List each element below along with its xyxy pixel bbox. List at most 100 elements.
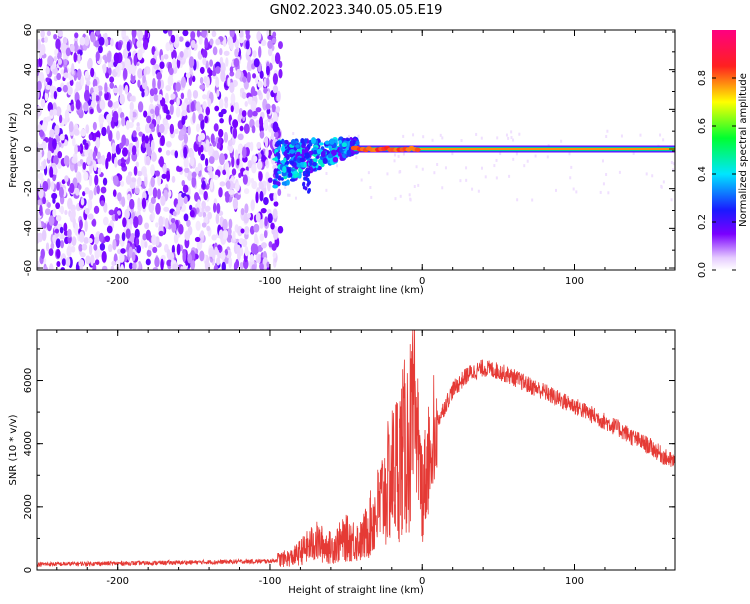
spectrogram-cell xyxy=(185,41,191,48)
spectrogram-cell xyxy=(169,123,175,135)
spectrogram-cell xyxy=(215,66,221,74)
spectrogram-cell xyxy=(247,59,253,72)
spectrogram-cell xyxy=(242,76,247,83)
spectrogram-cell xyxy=(131,66,136,77)
spectrogram-cell xyxy=(238,172,242,179)
spectrogram-cell xyxy=(271,243,277,251)
spectrogram-cell xyxy=(120,161,126,168)
spectrogram-cell xyxy=(71,236,77,247)
spectrogram-cell xyxy=(164,217,169,230)
spectrogram-cell xyxy=(47,55,54,67)
spectrogram-cell xyxy=(221,261,226,270)
spectrogram-cell xyxy=(37,80,42,91)
spectrogram-cell xyxy=(178,224,184,235)
spectrogram-cell xyxy=(255,191,259,204)
spectrogram-cell xyxy=(164,92,169,104)
spectrogram-cell xyxy=(79,36,86,46)
spectrogram-cell xyxy=(230,92,236,105)
spectrogram-cell xyxy=(171,175,176,183)
spectrogram-ytick-label: 60 xyxy=(23,24,34,37)
spectrogram-cell xyxy=(49,109,54,116)
spectrogram-cell xyxy=(252,50,257,58)
spectrogram-cell xyxy=(108,67,112,76)
spectrogram-cell xyxy=(290,139,296,146)
spectrogram-cell xyxy=(37,68,40,77)
spectrogram-cell xyxy=(224,100,229,109)
spectrogram-cell xyxy=(208,69,213,77)
spectrogram-cell xyxy=(167,75,174,87)
spectrogram-cell xyxy=(153,94,159,102)
spectrogram-cell xyxy=(205,106,211,116)
spectrogram-cells xyxy=(37,30,675,270)
spectrogram-cell xyxy=(53,90,58,100)
spectrogram-cell xyxy=(267,47,273,57)
spectrogram-cell xyxy=(208,145,214,154)
spectrogram-cell xyxy=(121,147,128,157)
spectrogram-cell xyxy=(209,59,214,67)
spectrogram-cell xyxy=(218,187,223,198)
colorbar-tick-label: 0.0 xyxy=(697,262,708,278)
spectrogram-cell xyxy=(234,48,239,58)
spectrogram-cell xyxy=(69,43,75,53)
spectrogram-cell xyxy=(101,250,107,263)
spectrogram-cell xyxy=(162,163,167,174)
spectrogram-cell xyxy=(531,198,534,202)
spectrogram-cell xyxy=(37,123,42,132)
spectrogram-cell xyxy=(144,123,151,134)
spectrogram-cell xyxy=(307,170,311,175)
spectrogram-cell xyxy=(38,56,43,68)
spectrogram-cell xyxy=(289,149,296,154)
spectrogram-cell xyxy=(115,233,120,241)
spectrogram-cell xyxy=(63,58,68,66)
spectrogram-cell xyxy=(261,154,266,163)
spectrogram-cell xyxy=(186,170,193,181)
spectrogram-cell xyxy=(222,169,227,176)
spectrogram-cell xyxy=(409,198,412,202)
spectrogram-cell xyxy=(289,160,295,165)
spectrogram-cell xyxy=(252,73,257,79)
spectrogram-cell xyxy=(337,152,342,157)
spectrogram-cell xyxy=(152,246,158,253)
spectrogram-cell xyxy=(112,189,117,197)
spectrogram-cell xyxy=(124,84,129,95)
spectrogram-cell xyxy=(288,193,291,197)
spectrogram-cell xyxy=(169,103,174,115)
spectrogram-cell xyxy=(83,89,90,102)
spectrogram-cell xyxy=(185,72,191,79)
spectrogram-cell xyxy=(272,121,279,133)
spectrogram-cell xyxy=(123,36,128,42)
spectrogram-cell xyxy=(218,137,222,145)
spectrogram-cell xyxy=(176,203,181,215)
spectrogram-cell xyxy=(43,266,48,270)
spectrogram-cell xyxy=(295,144,300,148)
spectrogram-ytick-label: 20 xyxy=(23,103,34,116)
spectrogram-cell xyxy=(180,129,186,136)
spectrogram-cell xyxy=(111,260,116,267)
spectrogram-cell xyxy=(272,157,279,161)
spectrogram-cell xyxy=(56,72,62,81)
spectrogram-cell xyxy=(267,34,273,41)
spectrogram-cell xyxy=(84,220,88,232)
spectrogram-cell xyxy=(60,267,66,270)
spectrogram-cell xyxy=(475,132,478,136)
spectrogram-cell xyxy=(289,178,296,182)
spectrogram-cell xyxy=(64,175,69,183)
spectrogram-cell xyxy=(42,180,49,192)
spectrogram-cell xyxy=(57,58,63,65)
spectrogram-cell xyxy=(189,209,195,218)
spectrogram-cell xyxy=(187,89,192,101)
spectrogram-cell xyxy=(109,76,115,83)
spectrogram-cell xyxy=(662,180,665,184)
spectrogram-cell xyxy=(226,166,230,178)
spectrogram-cell xyxy=(239,125,244,132)
spectrogram-cell xyxy=(41,121,48,133)
spectrogram-cell xyxy=(259,130,265,139)
spectrogram-cell xyxy=(346,149,351,157)
spectrogram-cell xyxy=(296,151,301,156)
spectrogram-cell xyxy=(216,142,221,149)
spectrogram-cell xyxy=(45,208,51,216)
spectrogram-cell xyxy=(166,248,171,260)
spectrogram-cell xyxy=(349,140,354,147)
spectrogram-cell xyxy=(243,258,249,270)
spectrogram-cell xyxy=(235,68,241,80)
